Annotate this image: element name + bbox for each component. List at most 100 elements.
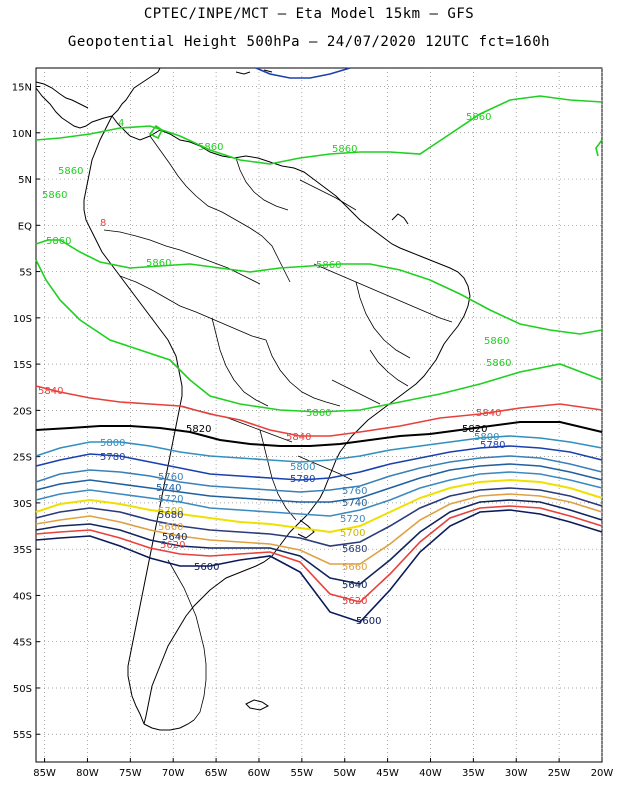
south-america-coast xyxy=(111,115,471,725)
contour-5720 xyxy=(35,471,603,517)
label-5780: 5780 xyxy=(480,440,505,451)
lat-tick-label: 30S xyxy=(13,499,32,510)
label-5820: 5820 xyxy=(462,424,487,435)
map-frame xyxy=(35,67,603,763)
contour-5660 xyxy=(35,493,603,565)
contour-5620 xyxy=(35,505,603,603)
south-america-west-coast xyxy=(83,115,183,725)
caribbean-island xyxy=(263,69,273,73)
lat-tick-label: 55S xyxy=(13,730,32,741)
label-5640: 5640 xyxy=(162,532,187,543)
label-5820: 5820 xyxy=(186,424,211,435)
caribbean-island xyxy=(235,71,251,75)
central-america-coast xyxy=(35,67,161,129)
map-title: CPTEC/INPE/MCT – Eta Model 15km – GFS xyxy=(143,6,475,22)
label-5740: 5740 xyxy=(156,483,181,494)
coastline xyxy=(35,67,471,731)
contour-5700 xyxy=(35,478,603,534)
lon-tick-label: 40W xyxy=(419,768,442,779)
lat-tick-label: EQ xyxy=(18,221,32,232)
lat-tick-label: 5N xyxy=(18,175,32,186)
label-5840: 5840 xyxy=(38,386,63,397)
contour-5840 xyxy=(35,385,603,437)
label-5860: 5860 xyxy=(42,190,67,201)
label-5700: 5700 xyxy=(158,506,183,517)
label-5780: 5780 xyxy=(100,452,125,463)
lon-tick-label: 50W xyxy=(333,768,356,779)
contour-5860-north xyxy=(35,95,603,165)
label-5860: 5860 xyxy=(484,336,509,347)
amazon-delta xyxy=(391,213,409,225)
label-5600: 5600 xyxy=(194,562,219,573)
label-5660: 5660 xyxy=(342,562,367,573)
label-5800: 5800 xyxy=(290,462,315,473)
lat-tick-label: 10S xyxy=(13,314,32,325)
label-5600: 5600 xyxy=(356,616,381,627)
contour-5680 xyxy=(35,487,603,547)
tierra-del-fuego xyxy=(143,719,195,731)
lon-tick-label: 55W xyxy=(291,768,314,779)
falkland-islands xyxy=(245,699,269,711)
label-5860: 5860 xyxy=(332,144,357,155)
contour-5780 xyxy=(35,445,603,481)
lon-tick-label: 20W xyxy=(591,768,614,779)
label-5680: 5680 xyxy=(342,544,367,555)
label-5800: 5800 xyxy=(100,438,125,449)
label-5620: 5620 xyxy=(160,540,185,551)
contour-5860-south xyxy=(35,259,603,413)
lon-tick-label: 70W xyxy=(162,768,185,779)
label-5760: 5760 xyxy=(342,486,367,497)
contour-5740 xyxy=(35,463,603,503)
label-small-4: 4 xyxy=(118,118,124,129)
label-5780: 5780 xyxy=(290,474,315,485)
label-5660: 5660 xyxy=(158,522,183,533)
contour-top-fragment xyxy=(255,67,351,79)
lon-tick-label: 65W xyxy=(205,768,228,779)
label-5860: 5860 xyxy=(146,258,171,269)
lat-tick-label: 40S xyxy=(13,591,32,602)
lon-tick-label: 60W xyxy=(248,768,271,779)
lon-tick-label: 35W xyxy=(462,768,485,779)
label-5860: 5860 xyxy=(46,236,71,247)
lon-tick-label: 25W xyxy=(548,768,571,779)
lon-tick-label: 45W xyxy=(376,768,399,779)
contour-5760 xyxy=(35,455,603,493)
lat-tick-label: 10N xyxy=(12,129,32,140)
contour-lines xyxy=(35,67,603,623)
label-5840: 5840 xyxy=(476,408,501,419)
label-5700: 5700 xyxy=(340,528,365,539)
lon-tick-label: 85W xyxy=(33,768,56,779)
label-5840: 5840 xyxy=(286,432,311,443)
la-plata-estuary xyxy=(297,519,315,539)
lat-tick-label: 20S xyxy=(13,406,32,417)
label-5860: 5860 xyxy=(306,408,331,419)
label-small-8: 8 xyxy=(100,218,106,229)
lon-tick-label: 30W xyxy=(505,768,528,779)
label-5760: 5760 xyxy=(158,472,183,483)
lon-tick-label: 75W xyxy=(119,768,142,779)
label-5860: 5860 xyxy=(58,166,83,177)
label-5620: 5620 xyxy=(342,596,367,607)
label-5720: 5720 xyxy=(158,494,183,505)
axis-tick-labels: 15N 10N 5N EQ 5S 10S 15S 20S 25S 30S 35S 40S 45S 50S 5… xyxy=(12,83,614,779)
lat-tick-label: 35S xyxy=(13,545,32,556)
lat-tick-label: 45S xyxy=(13,638,32,649)
contour-5820 xyxy=(35,421,603,447)
contour-5600 xyxy=(35,509,603,623)
contour-5860-north2 xyxy=(595,139,603,157)
label-5640: 5640 xyxy=(342,580,367,591)
contour-5860-loop xyxy=(148,124,164,140)
country-borders xyxy=(103,135,453,721)
label-5860: 5860 xyxy=(316,260,341,271)
label-5860: 5860 xyxy=(486,358,511,369)
lat-tick-label: 15N xyxy=(12,83,32,94)
lat-tick-label: 50S xyxy=(13,684,32,695)
label-5860: 5860 xyxy=(466,112,491,123)
central-america-coast-north xyxy=(35,81,89,109)
lon-tick-label: 80W xyxy=(76,768,99,779)
lat-tick-label: 5S xyxy=(19,268,32,279)
contour-labels: 5860 5860 5860 5860 5860 5860 5860 5860 … xyxy=(38,112,511,627)
contour-5860-inner xyxy=(35,239,603,335)
map-subtitle: Geopotential Height 500hPa – 24/07/2020 … xyxy=(67,34,551,50)
contour-5640 xyxy=(35,499,603,585)
